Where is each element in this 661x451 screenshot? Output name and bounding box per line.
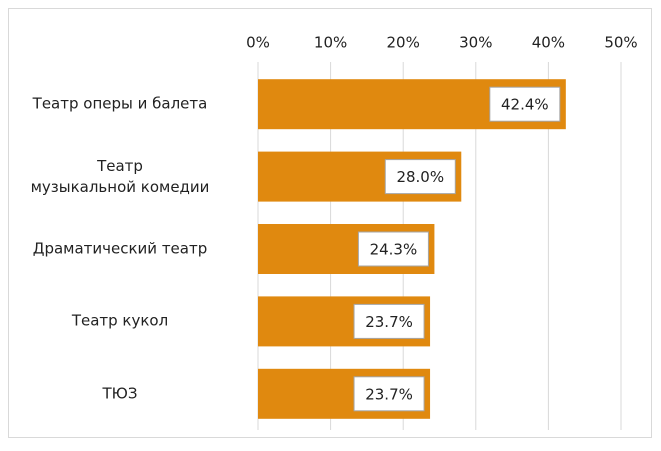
y-tick-label: Театр кукол [71, 311, 169, 330]
value-label: 23.7% [365, 385, 413, 403]
y-tick-label: Театр оперы и балета [32, 94, 208, 113]
value-label-box [489, 86, 561, 122]
value-label-box [353, 303, 425, 339]
value-label: 28.0% [396, 168, 444, 186]
value-label-box [357, 231, 429, 267]
x-tick-label: 50% [604, 34, 637, 52]
value-label: 23.7% [365, 313, 413, 331]
value-label: 24.3% [370, 241, 418, 259]
x-tick-label: 0% [246, 34, 270, 52]
y-tick-label: Театр музыкальной комедии [30, 156, 210, 196]
value-label-box [384, 159, 456, 195]
y-tick-label: ТЮЗ [102, 384, 138, 403]
x-tick-label: 40% [532, 34, 565, 52]
x-tick-label: 20% [387, 34, 420, 52]
value-label: 42.4% [501, 96, 549, 114]
y-tick-label: Драматический театр [32, 239, 208, 258]
x-tick-label: 30% [459, 34, 492, 52]
x-tick-label: 10% [314, 34, 347, 52]
chart-border [8, 8, 652, 438]
value-label-box [353, 376, 425, 412]
